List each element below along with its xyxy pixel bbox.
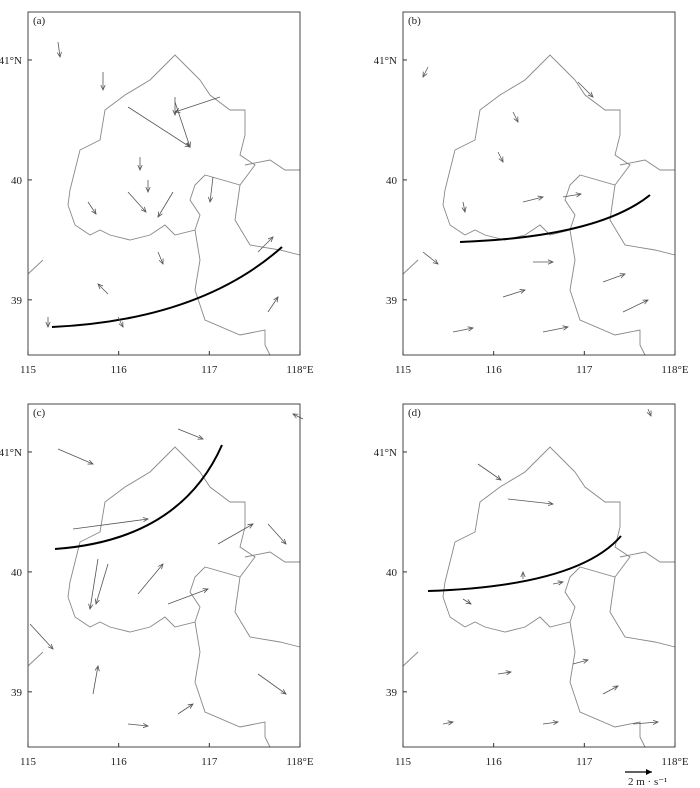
x-tick-label: 117 [201, 756, 218, 768]
x-tick-label: 117 [576, 364, 593, 376]
frame [27, 403, 301, 748]
x-tick-label: 117 [201, 364, 218, 376]
x-tick-label: 118°E [286, 756, 313, 768]
frame [402, 403, 676, 748]
panel-label: (d) [408, 407, 421, 419]
wind-vectors [48, 41, 278, 327]
front-line [51, 246, 283, 328]
x-tick-label: 116 [486, 364, 503, 376]
panel: (b) 115 116 117 118°E 39 40 41°N [374, 11, 689, 376]
y-tick-label: 39 [386, 295, 398, 307]
panel-label: (c) [33, 407, 46, 419]
x-tick-label: 118°E [661, 364, 688, 376]
y-tick-label: 41°N [374, 447, 397, 459]
panel-label: (a) [33, 15, 46, 27]
y-tick-label: 40 [11, 567, 23, 579]
wind-vectors [442, 408, 658, 724]
x-tick-label: 117 [576, 756, 593, 768]
wind-vectors [423, 66, 648, 333]
panel-label: (b) [408, 15, 421, 27]
y-tick-label: 39 [11, 687, 23, 699]
x-tick-label: 115 [20, 756, 37, 768]
x-tick-label: 118°E [286, 364, 313, 376]
y-tick-label: 39 [386, 687, 398, 699]
x-tick-label: 115 [395, 364, 412, 376]
frame [27, 11, 301, 356]
y-tick-label: 40 [386, 567, 398, 579]
y-tick-label: 41°N [374, 55, 397, 67]
y-tick-label: 40 [11, 175, 23, 187]
panel: (c) 115 116 117 118°E 39 40 41°N [0, 403, 314, 768]
panel: (a) 115 116 117 118°E 39 40 41°N [0, 11, 314, 376]
x-tick-label: 115 [395, 756, 412, 768]
x-tick-label: 118°E [661, 756, 688, 768]
y-tick-label: 41°N [0, 55, 22, 67]
front-line [54, 444, 223, 550]
front-line [459, 194, 651, 243]
wind-vectors [29, 414, 304, 726]
y-tick-label: 40 [386, 175, 398, 187]
x-tick-label: 116 [111, 364, 128, 376]
y-tick-label: 39 [11, 295, 23, 307]
panel: (d) 115 116 117 118°E 39 40 41°N [374, 403, 689, 768]
x-tick-label: 116 [486, 756, 503, 768]
scale-label: 2 m · s⁻¹ [628, 776, 667, 788]
x-tick-label: 116 [111, 756, 128, 768]
front-line [427, 535, 622, 592]
y-tick-label: 41°N [0, 447, 22, 459]
frame [402, 11, 676, 356]
x-tick-label: 115 [20, 364, 37, 376]
